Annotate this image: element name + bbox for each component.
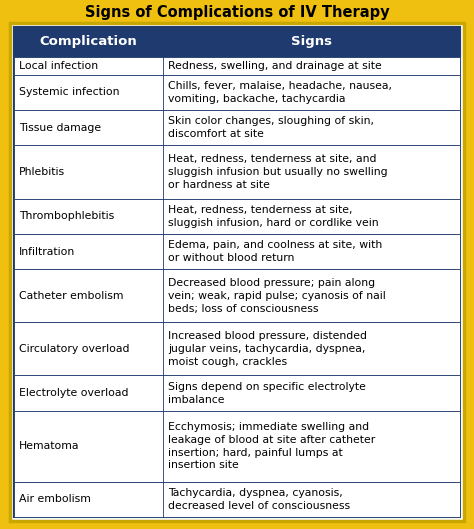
Bar xyxy=(14,234,460,269)
Bar xyxy=(14,27,460,57)
Bar xyxy=(14,322,460,376)
Bar xyxy=(14,481,460,517)
Text: Tissue damage: Tissue damage xyxy=(19,123,101,133)
Text: Chills, fever, malaise, headache, nausea,
vomiting, backache, tachycardia: Chills, fever, malaise, headache, nausea… xyxy=(168,81,392,104)
Text: Phlebitis: Phlebitis xyxy=(19,167,65,177)
Bar xyxy=(14,110,460,145)
Text: Systemic infection: Systemic infection xyxy=(19,87,119,97)
Bar xyxy=(14,376,460,411)
Text: Signs of Complications of IV Therapy: Signs of Complications of IV Therapy xyxy=(85,5,389,21)
Bar xyxy=(14,145,460,198)
Bar xyxy=(14,198,460,234)
Text: Infiltration: Infiltration xyxy=(19,247,75,257)
Text: Air embolism: Air embolism xyxy=(19,494,91,504)
Text: Heat, redness, tenderness at site,
sluggish infusion, hard or cordlike vein: Heat, redness, tenderness at site, slugg… xyxy=(168,205,379,227)
Bar xyxy=(14,411,460,481)
Text: Signs: Signs xyxy=(291,35,332,49)
Text: Hematoma: Hematoma xyxy=(19,441,80,451)
Text: Circulatory overload: Circulatory overload xyxy=(19,344,129,354)
Text: Local infection: Local infection xyxy=(19,61,98,71)
Text: Thrombophlebitis: Thrombophlebitis xyxy=(19,211,114,221)
Bar xyxy=(14,57,460,75)
Text: Signs depend on specific electrolyte
imbalance: Signs depend on specific electrolyte imb… xyxy=(168,382,366,405)
Text: Edema, pain, and coolness at site, with
or without blood return: Edema, pain, and coolness at site, with … xyxy=(168,240,383,263)
Text: Complication: Complication xyxy=(40,35,137,49)
Text: Redness, swelling, and drainage at site: Redness, swelling, and drainage at site xyxy=(168,61,382,71)
Bar xyxy=(14,269,460,322)
Text: Heat, redness, tenderness at site, and
sluggish infusion but usually no swelling: Heat, redness, tenderness at site, and s… xyxy=(168,154,388,190)
Text: Ecchymosis; immediate swelling and
leakage of blood at site after catheter
inser: Ecchymosis; immediate swelling and leaka… xyxy=(168,422,376,470)
Text: Skin color changes, sloughing of skin,
discomfort at site: Skin color changes, sloughing of skin, d… xyxy=(168,116,374,139)
Text: Catheter embolism: Catheter embolism xyxy=(19,291,124,301)
Text: Tachycardia, dyspnea, cyanosis,
decreased level of consciousness: Tachycardia, dyspnea, cyanosis, decrease… xyxy=(168,488,351,510)
Text: Increased blood pressure, distended
jugular veins, tachycardia, dyspnea,
moist c: Increased blood pressure, distended jugu… xyxy=(168,331,367,367)
Text: Electrolyte overload: Electrolyte overload xyxy=(19,388,128,398)
Bar xyxy=(14,75,460,110)
Text: Decreased blood pressure; pain along
vein; weak, rapid pulse; cyanosis of nail
b: Decreased blood pressure; pain along vei… xyxy=(168,278,386,314)
